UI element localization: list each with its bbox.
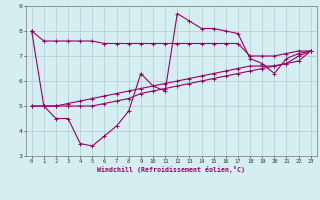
X-axis label: Windchill (Refroidissement éolien,°C): Windchill (Refroidissement éolien,°C) [97, 166, 245, 173]
